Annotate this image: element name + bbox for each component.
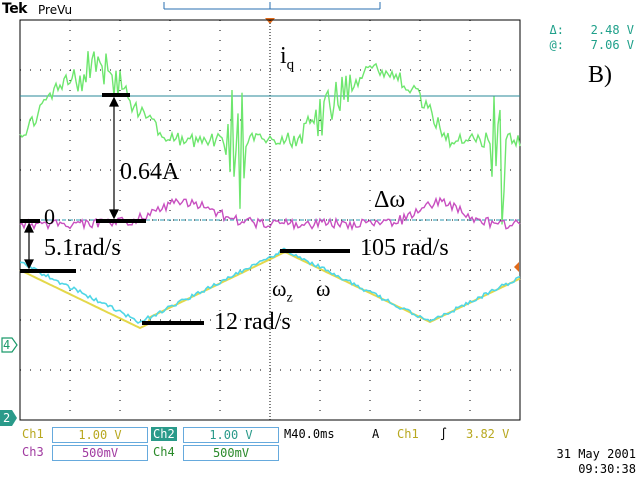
ch4-scale-value[interactable]: 500mV (183, 445, 279, 461)
delta-value: 2.48 V (590, 23, 634, 37)
ch3-label[interactable]: Ch3 (22, 445, 44, 459)
delta-label: Δ: (549, 23, 564, 37)
rad-5-1-label: 5.1rad/s (44, 235, 121, 261)
ch1-level-marker-icon (514, 262, 519, 272)
trigger-channel[interactable]: Ch1 (397, 427, 419, 441)
panel-label: B) (588, 62, 612, 88)
ch1-scale-value[interactable]: 1.00 V (52, 427, 148, 443)
trace-iq (19, 51, 521, 225)
ch4-label[interactable]: Ch4 (153, 445, 175, 459)
at-label: @: (549, 38, 564, 52)
ch2-ground-marker (0, 410, 17, 426)
annotation-bars (20, 93, 350, 325)
amplitude-label: 0.64A (120, 159, 180, 185)
trigger-level[interactable]: 3.82 V (466, 427, 510, 441)
omega-z-label: ωz (272, 276, 293, 306)
brand-logo: Tek (2, 1, 28, 17)
iq-label: iq (280, 43, 295, 73)
ch4-ground-marker (1, 337, 18, 353)
trigger-slope-icon[interactable]: ∫ (440, 427, 448, 441)
trace-omega (20, 247, 521, 324)
trigger-position-bracket (163, 2, 381, 10)
trigger-coupling[interactable]: A (372, 427, 380, 441)
timestamp-time: 09:30:38 (578, 462, 636, 476)
acquisition-mode: PreVu (38, 3, 73, 17)
ch3-scale-value[interactable]: 500mV (52, 445, 148, 461)
rad-105-label: 105 rad/s (360, 235, 449, 261)
ch1-label[interactable]: Ch1 (22, 427, 44, 441)
ch2-scale-value[interactable]: 1.00 V (183, 427, 279, 443)
zero-label: 0 (44, 204, 55, 229)
ch4-marker-label: 4 (3, 338, 11, 352)
timebase[interactable]: M40.0ms (284, 427, 335, 441)
ch2-label[interactable]: Ch2 (151, 427, 177, 441)
dimension-arrows (24, 96, 119, 270)
omega-label: ω (316, 276, 331, 301)
delta-omega-label: Δω (374, 187, 406, 213)
timestamp-date: 31 May 2001 (556, 447, 636, 461)
rad-12-label: 12 rad/s (214, 309, 291, 335)
at-value: 7.06 V (590, 38, 634, 52)
ch2-marker-label: 2 (3, 411, 11, 425)
trace-omega-z (19, 251, 521, 330)
